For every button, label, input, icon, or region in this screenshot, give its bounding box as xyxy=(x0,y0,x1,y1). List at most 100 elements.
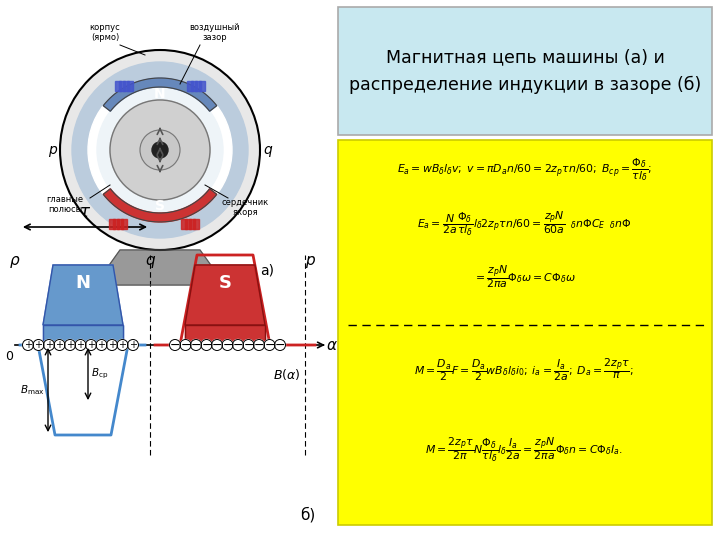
Bar xyxy=(127,81,132,91)
Text: главные
полюсы: главные полюсы xyxy=(46,195,84,214)
Text: S: S xyxy=(155,199,165,213)
Circle shape xyxy=(86,340,96,350)
Text: −: − xyxy=(253,339,264,352)
Text: +: + xyxy=(55,340,63,350)
Text: ρ: ρ xyxy=(10,253,20,267)
Polygon shape xyxy=(103,78,217,111)
Circle shape xyxy=(169,340,181,350)
Text: −: − xyxy=(170,339,180,352)
Text: N: N xyxy=(154,87,166,101)
Text: $M = \dfrac{2z_p\tau}{2\pi}N\dfrac{\Phi_\delta}{\tau l_\delta}l_\delta\dfrac{I_a: $M = \dfrac{2z_p\tau}{2\pi}N\dfrac{\Phi_… xyxy=(426,436,623,464)
Circle shape xyxy=(222,340,233,350)
Text: α: α xyxy=(327,338,337,353)
Text: −: − xyxy=(191,339,202,352)
Text: −: − xyxy=(275,339,285,352)
Text: +: + xyxy=(76,340,84,350)
Text: N: N xyxy=(76,274,91,292)
Circle shape xyxy=(54,340,65,350)
Polygon shape xyxy=(185,265,265,325)
Bar xyxy=(192,81,197,91)
Circle shape xyxy=(88,78,232,222)
Circle shape xyxy=(110,100,210,200)
Bar xyxy=(109,219,114,229)
Polygon shape xyxy=(185,325,265,343)
Text: $B(\alpha)$: $B(\alpha)$ xyxy=(273,368,300,382)
Text: +: + xyxy=(97,340,106,350)
Text: −: − xyxy=(212,339,222,352)
Bar xyxy=(112,219,119,229)
Circle shape xyxy=(140,130,180,170)
Text: $E_a = \dfrac{N}{2a}\dfrac{\Phi_\delta}{\tau l_\delta}l_\delta 2z_p\tau n/60 = \: $E_a = \dfrac{N}{2a}\dfrac{\Phi_\delta}{… xyxy=(417,210,631,238)
Text: S: S xyxy=(218,274,232,292)
Circle shape xyxy=(274,340,286,350)
Text: корпус
(ярмо): корпус (ярмо) xyxy=(89,23,120,42)
Text: +: + xyxy=(45,340,53,350)
Bar xyxy=(117,219,122,229)
Text: −: − xyxy=(202,339,212,352)
Polygon shape xyxy=(43,265,123,325)
Text: сердечник
якоря: сердечник якоря xyxy=(221,198,269,218)
Bar xyxy=(121,219,127,229)
Bar xyxy=(187,81,194,91)
Text: q: q xyxy=(264,143,272,157)
Text: $= \dfrac{z_p N}{2\pi a}\Phi_\delta\omega = C\Phi_\delta\omega$: $= \dfrac{z_p N}{2\pi a}\Phi_\delta\omeg… xyxy=(472,264,575,291)
Circle shape xyxy=(72,62,248,238)
Circle shape xyxy=(97,87,223,213)
Text: q: q xyxy=(145,253,155,267)
Text: 0: 0 xyxy=(5,350,13,363)
Polygon shape xyxy=(103,189,217,222)
Text: +: + xyxy=(35,340,42,350)
Text: +: + xyxy=(24,340,32,350)
Bar xyxy=(195,81,202,91)
Bar xyxy=(181,219,187,229)
Circle shape xyxy=(107,340,117,350)
Circle shape xyxy=(212,340,222,350)
Circle shape xyxy=(191,340,202,350)
Circle shape xyxy=(152,142,168,158)
Circle shape xyxy=(117,340,128,350)
Circle shape xyxy=(43,340,55,350)
Circle shape xyxy=(60,50,260,250)
Text: +: + xyxy=(87,340,95,350)
FancyBboxPatch shape xyxy=(338,7,712,135)
Circle shape xyxy=(180,340,191,350)
Circle shape xyxy=(96,340,107,350)
Text: −: − xyxy=(233,339,243,352)
Circle shape xyxy=(201,340,212,350)
Text: −: − xyxy=(180,339,191,352)
FancyBboxPatch shape xyxy=(338,140,712,525)
Circle shape xyxy=(253,340,264,350)
Text: б): б) xyxy=(300,507,315,522)
Circle shape xyxy=(65,340,76,350)
Bar xyxy=(186,219,192,229)
Text: $M = \dfrac{D_a}{2}F = \dfrac{D_a}{2}wB_\delta l_\delta i_0;\; i_a = \dfrac{I_a}: $M = \dfrac{D_a}{2}F = \dfrac{D_a}{2}wB_… xyxy=(414,357,634,383)
Text: $B_{\mathrm{cp}}$: $B_{\mathrm{cp}}$ xyxy=(91,367,108,381)
Text: τ: τ xyxy=(80,203,90,221)
Bar xyxy=(189,219,195,229)
Text: +: + xyxy=(129,340,137,350)
Text: +: + xyxy=(66,340,74,350)
Polygon shape xyxy=(95,250,225,285)
Bar xyxy=(119,81,125,91)
Text: $B_{\mathrm{max}}$: $B_{\mathrm{max}}$ xyxy=(20,383,45,397)
Polygon shape xyxy=(43,325,123,343)
Circle shape xyxy=(243,340,254,350)
Circle shape xyxy=(33,340,44,350)
Circle shape xyxy=(264,340,275,350)
Text: −: − xyxy=(222,339,233,352)
Circle shape xyxy=(233,340,243,350)
Text: +: + xyxy=(108,340,116,350)
Bar xyxy=(114,81,121,91)
Text: р: р xyxy=(48,143,56,157)
Text: −: − xyxy=(264,339,275,352)
Circle shape xyxy=(22,340,34,350)
Bar xyxy=(199,81,205,91)
Text: $E_a = wB_\delta l_\delta v;\; v = \pi D_a n/60 = 2z_p\tau n/60;\; B_{cp} = \dfr: $E_a = wB_\delta l_\delta v;\; v = \pi D… xyxy=(397,157,652,184)
Circle shape xyxy=(127,340,138,350)
Text: +: + xyxy=(119,340,127,350)
Bar xyxy=(194,219,199,229)
Circle shape xyxy=(75,340,86,350)
Bar xyxy=(122,81,129,91)
Text: −: − xyxy=(243,339,253,352)
Text: воздушный
зазор: воздушный зазор xyxy=(190,23,240,42)
